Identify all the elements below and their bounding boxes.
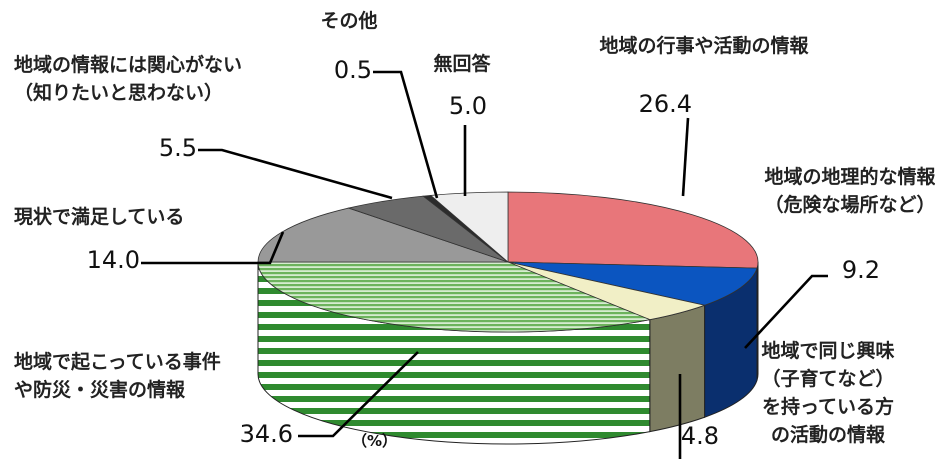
slice-label-2-line-3: の活動の情報: [771, 423, 886, 446]
slice-label-3-line-0: 地域で起こっている事件: [14, 350, 221, 373]
leader-line-1: [744, 274, 828, 349]
slice-labels: 地域の行事や活動の情報 26.4 地域の地理的な情報 （危険な場所など） 9.2 地域で同…: [14, 9, 935, 450]
slice-value-4: 14.0: [87, 246, 140, 274]
slice-label-1-line-1: （危険な場所など）: [764, 193, 935, 216]
slice-value-1: 9.2: [842, 256, 880, 284]
pie-tops: [257, 191, 759, 333]
slice-label-1-line-0: 地域の地理的な情報: [764, 165, 935, 188]
slice-value-2: 4.8: [681, 422, 719, 450]
slice-label-3-line-1: や防災・災害の情報: [14, 378, 186, 401]
slice-top-7: [429, 191, 509, 263]
slice-value-3: 34.6: [240, 420, 293, 448]
slice-label-2-line-1: （子育てなど）: [761, 367, 894, 390]
slice-label-6-line-0: その他: [320, 9, 377, 32]
slice-top-1: [507, 261, 758, 306]
leader-line-0: [681, 117, 690, 197]
slice-label-4-line-0: 現状で満足している: [14, 205, 184, 228]
leader-line-6: [373, 70, 439, 199]
slice-top-3: [257, 261, 652, 333]
slice-value-5: 5.5: [159, 134, 197, 162]
slice-side-2: [649, 304, 706, 433]
slice-label-7-line-0: 無回答: [433, 52, 491, 75]
slice-value-6: 0.5: [334, 56, 372, 84]
slice-value-7: 5.0: [449, 92, 487, 120]
leader-lines: [141, 70, 828, 459]
leader-line-5: [198, 148, 393, 200]
slice-value-0: 26.4: [639, 90, 692, 118]
slice-label-5-line-0: 地域の情報には関心がない: [14, 53, 242, 76]
slice-label-2-line-2: を持っている方: [762, 395, 894, 418]
pie-sides: [257, 261, 759, 445]
leader-line-4: [141, 231, 285, 265]
slice-top-0: [507, 191, 759, 269]
slice-label-5-line-1: （知りたいと思わない）: [14, 81, 223, 104]
unit-label: （%）: [352, 432, 397, 450]
slice-label-0-line-0: 地域の行事や活動の情報: [599, 34, 809, 57]
slice-label-2-line-0: 地域で同じ興味: [761, 339, 894, 362]
leader-line-3: [298, 351, 419, 438]
